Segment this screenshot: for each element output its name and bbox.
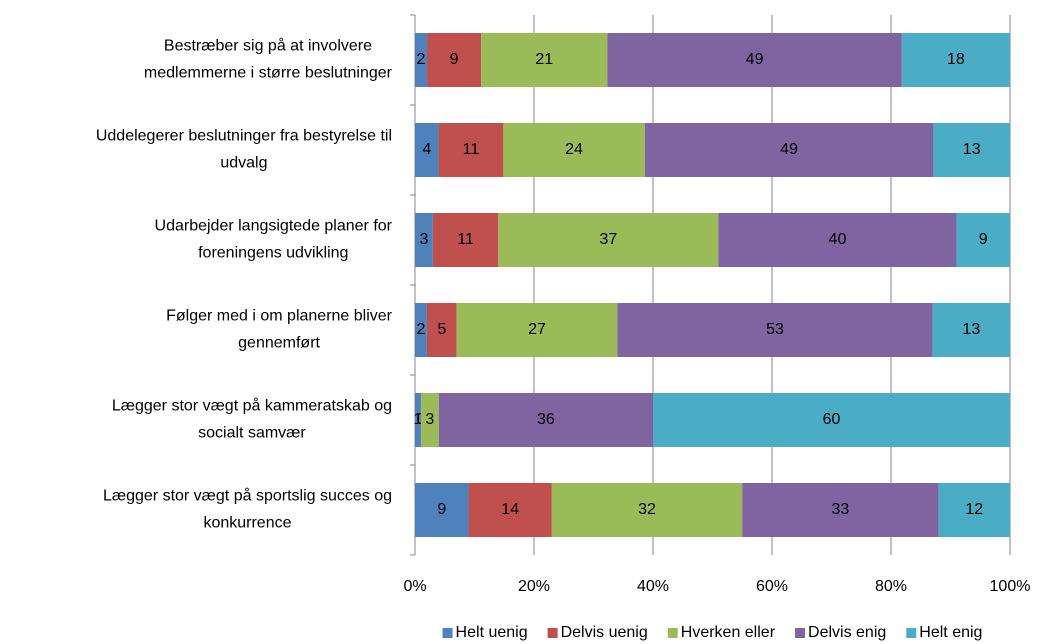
x-tick-label: 80% xyxy=(875,578,907,595)
legend-label: Delvis enig xyxy=(808,624,886,641)
bar-segment xyxy=(415,483,469,537)
bar-segment xyxy=(415,393,421,447)
y-tick-label: udvalg xyxy=(220,155,267,172)
y-tick-label: Følger med i om planerne bliver xyxy=(166,308,393,325)
y-tick-label: Lægger stor vægt på sportslig succes og xyxy=(103,487,392,505)
legend-swatch xyxy=(547,628,558,638)
bar-segment xyxy=(956,213,1010,267)
data-label: 2 xyxy=(417,51,426,68)
y-tick-label: gennemført xyxy=(238,335,320,352)
y-tick-label: Uddelegerer beslutninger fra bestyrelse … xyxy=(96,128,392,145)
data-label: 1 xyxy=(414,411,423,428)
bar-segment xyxy=(503,123,645,177)
bar-segment xyxy=(607,33,902,87)
legend: Helt uenig Delvis uenig Hverken eller Delvi… xyxy=(442,624,982,641)
data-label: 3 xyxy=(425,411,434,428)
data-label: 13 xyxy=(962,321,980,338)
bar-segment xyxy=(420,393,439,447)
bar-segment xyxy=(415,123,439,177)
bar-segment xyxy=(432,213,499,267)
data-label: 36 xyxy=(537,411,555,428)
legend-swatch xyxy=(667,628,678,638)
data-label: 2 xyxy=(416,321,425,338)
bar-segment xyxy=(456,303,618,357)
bar-segment xyxy=(498,213,719,267)
data-label: 12 xyxy=(965,501,983,518)
y-tick-label: Lægger stor vægt på kammeratskab og xyxy=(112,397,392,415)
data-label: 11 xyxy=(463,141,480,158)
y-tick-label: medlemmerne i større beslutninger xyxy=(144,65,393,82)
data-label: 18 xyxy=(947,51,965,68)
y-tick-label: konkurrence xyxy=(203,515,291,532)
data-label: 3 xyxy=(419,231,428,248)
bar-segment xyxy=(438,123,504,177)
data-label: 27 xyxy=(528,321,546,338)
data-label: 14 xyxy=(501,501,519,518)
data-label: 4 xyxy=(422,141,431,158)
data-label: 5 xyxy=(437,321,446,338)
bar-segment xyxy=(644,123,934,177)
data-label: 21 xyxy=(535,51,553,68)
y-tick-label: socialt samvær xyxy=(198,425,306,442)
bar-segment xyxy=(427,33,482,87)
bar-segment xyxy=(742,483,939,537)
legend-label: Helt uenig xyxy=(456,624,528,641)
x-tick-label: 40% xyxy=(637,578,669,595)
legend-label: Helt enig xyxy=(919,624,982,641)
bar-segment xyxy=(938,483,1010,537)
data-label: 33 xyxy=(832,501,850,518)
data-label: 24 xyxy=(565,141,583,158)
y-tick-label: foreningens udvikling xyxy=(198,245,348,262)
legend-label: Hverken eller xyxy=(681,624,776,641)
bar-segment xyxy=(415,213,433,267)
bar-segment xyxy=(932,303,1010,357)
bar-segment xyxy=(426,303,457,357)
bar-segment xyxy=(933,123,1010,177)
bar-segment xyxy=(718,213,957,267)
bar-segment xyxy=(481,33,608,87)
bar-segment xyxy=(415,303,427,357)
data-label: 37 xyxy=(599,231,617,248)
data-label: 13 xyxy=(963,141,981,158)
bar-segment xyxy=(901,33,1010,87)
x-tick-label: 0% xyxy=(403,578,426,595)
x-tick-label: 100% xyxy=(990,578,1031,595)
x-tick-label: 20% xyxy=(518,578,550,595)
legend-swatch xyxy=(795,628,806,638)
x-tick-label: 60% xyxy=(756,578,788,595)
legend-swatch xyxy=(906,628,917,638)
data-label: 9 xyxy=(450,51,459,68)
data-label: 53 xyxy=(766,321,784,338)
bar-segment xyxy=(551,483,743,537)
y-tick-label: Bestræber sig på at involvere xyxy=(164,37,372,55)
bar-segment xyxy=(438,393,653,447)
data-label: 32 xyxy=(638,501,656,518)
data-label: 9 xyxy=(979,231,988,248)
data-label: 49 xyxy=(780,141,798,158)
bar-segment xyxy=(617,303,933,357)
data-label: 40 xyxy=(829,231,847,248)
y-tick-label: Udarbejder langsigtede planer for xyxy=(155,218,393,235)
bar-segment xyxy=(415,33,428,87)
legend-label: Delvis uenig xyxy=(561,624,648,641)
data-label: 9 xyxy=(437,501,446,518)
bar-segment xyxy=(653,393,1010,447)
legend-swatch xyxy=(442,628,453,638)
data-label: 60 xyxy=(823,411,841,428)
data-label: 11 xyxy=(457,231,474,248)
bar-segment xyxy=(468,483,552,537)
data-label: 49 xyxy=(746,51,764,68)
